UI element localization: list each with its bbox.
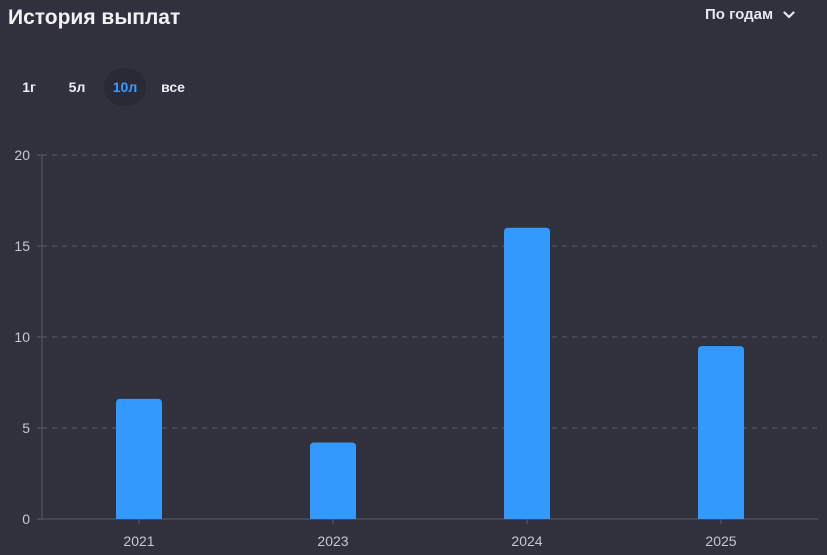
- period-dropdown-label: По годам: [705, 6, 774, 23]
- chevron-down-icon: [783, 10, 795, 19]
- x-tick-label: 2024: [511, 533, 542, 549]
- x-tick-label: 2023: [317, 533, 348, 549]
- y-tick-label: 15: [14, 238, 30, 254]
- bar: [504, 227, 550, 520]
- range-button-10y[interactable]: 10л: [104, 68, 146, 106]
- page-title: История выплат: [8, 6, 181, 29]
- range-button-1y[interactable]: 1г: [22, 79, 36, 95]
- y-tick-label: 5: [22, 420, 30, 436]
- range-selector: 1г 5л 10л все: [8, 68, 200, 106]
- range-button-5y[interactable]: 5л: [68, 79, 86, 95]
- x-tick-label: 2025: [705, 533, 736, 549]
- x-tick-label: 2021: [123, 533, 154, 549]
- period-dropdown[interactable]: По годам: [705, 6, 795, 23]
- bar: [310, 442, 356, 519]
- bar: [698, 346, 744, 519]
- y-tick-label: 20: [14, 147, 30, 163]
- y-tick-label: 0: [22, 511, 30, 527]
- range-button-all[interactable]: все: [161, 79, 185, 95]
- y-tick-label: 10: [14, 329, 30, 345]
- bar: [116, 398, 162, 519]
